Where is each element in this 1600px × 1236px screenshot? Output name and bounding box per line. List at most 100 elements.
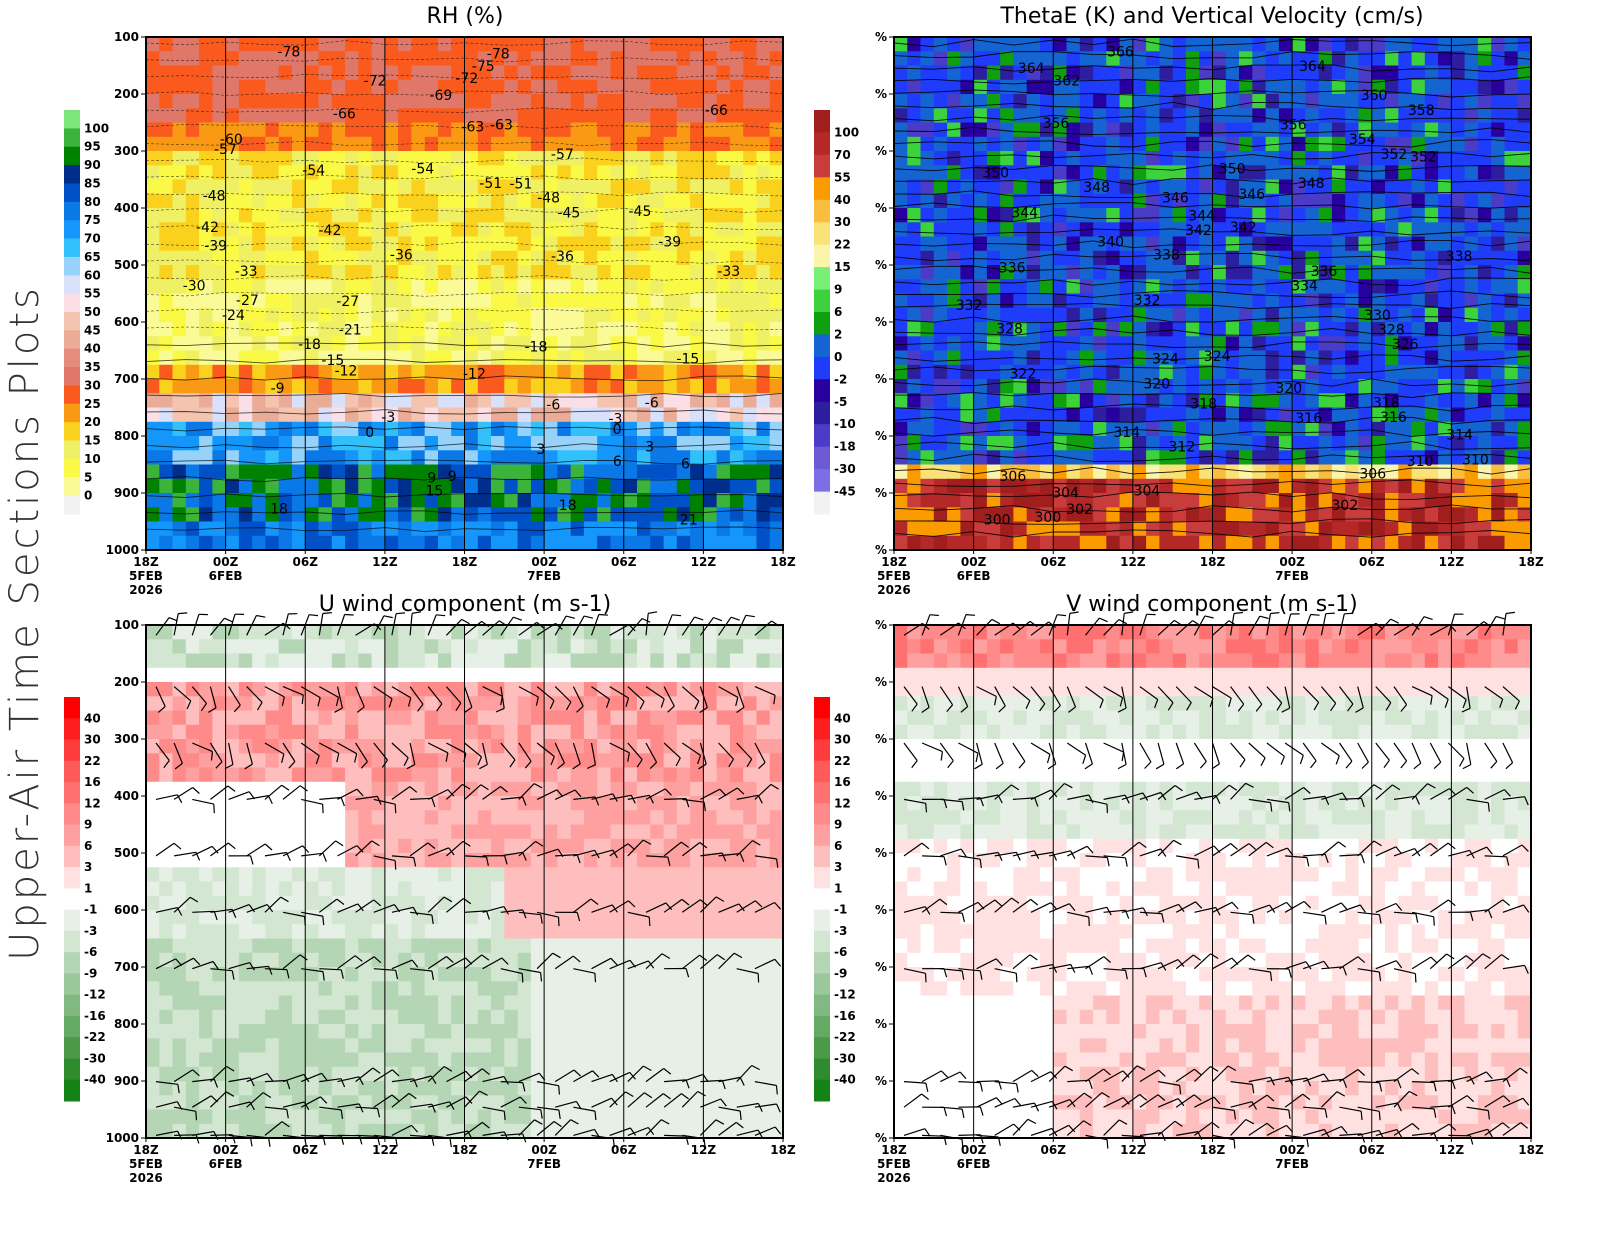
fill-cell (557, 108, 572, 124)
fill-cell (278, 122, 293, 138)
fill-cell (1239, 279, 1253, 295)
fill-cell (544, 810, 558, 826)
contour-label: -69 (429, 88, 452, 104)
fill-cell (570, 464, 585, 480)
fill-cell (424, 507, 439, 523)
contour-label: -78 (487, 47, 510, 63)
fill-cell (530, 165, 545, 181)
fill-cell (986, 450, 1001, 466)
fill-cell (1517, 379, 1532, 394)
fill-cell (451, 179, 466, 195)
fill-cell (384, 507, 399, 523)
fill-cell (1477, 350, 1492, 366)
fill-cell (663, 478, 678, 494)
fill-cell (729, 639, 744, 655)
fill-cell (570, 364, 585, 380)
fill-cell (504, 682, 519, 697)
fill-cell (1318, 208, 1333, 223)
x-date-label: 2026 (877, 583, 910, 597)
fill-cell (960, 336, 975, 352)
fill-cell (225, 108, 240, 124)
fill-cell (1066, 136, 1081, 152)
fill-cell (986, 393, 1001, 409)
fill-cell (305, 450, 320, 466)
fill-cell (384, 265, 399, 280)
fill-cell (1093, 108, 1107, 124)
fill-cell (292, 37, 306, 52)
fill-cell (973, 79, 988, 95)
fill-cell (212, 393, 227, 409)
fill-cell (438, 37, 452, 52)
fill-cell (570, 810, 585, 826)
fill-cell (933, 179, 948, 195)
fill-cell (225, 739, 240, 754)
fill-cell (292, 350, 306, 366)
fill-cell (225, 952, 240, 968)
fill-cell (716, 151, 731, 166)
fill-cell (504, 810, 519, 826)
fill-cell (477, 724, 492, 740)
fill-cell (650, 853, 665, 868)
fill-cell (477, 853, 492, 868)
fill-cell (544, 535, 558, 551)
fill-cell (637, 767, 651, 783)
fill-cell (172, 838, 187, 854)
fill-cell (1278, 421, 1293, 437)
fill-cell (265, 151, 280, 166)
fill-cell (623, 165, 638, 181)
fill-cell (1172, 322, 1187, 337)
fill-cell (411, 293, 426, 309)
fill-cell (358, 236, 373, 252)
fill-cell (947, 379, 961, 394)
fill-cell (557, 407, 572, 423)
fill-cell (1517, 293, 1532, 309)
y-tick-label: % (875, 144, 887, 158)
fill-cell (530, 521, 545, 537)
contour-label: 6 (681, 456, 690, 472)
fill-cell (491, 710, 505, 726)
fill-cell (729, 407, 744, 423)
panel-rh: RH (%)-78 -78-75-72 -72-69-66-66-63-63-60-… (64, 4, 796, 597)
fill-cell (464, 739, 479, 754)
fill-cell (1132, 51, 1147, 67)
fill-cell (756, 781, 771, 797)
fill-cell (716, 51, 731, 67)
fill-cell (424, 767, 439, 783)
fill-cell (623, 464, 638, 480)
fill-cell (185, 535, 200, 551)
fill-cell (491, 293, 505, 309)
fill-cell (1477, 108, 1492, 124)
fill-cell (1199, 79, 1214, 95)
fill-cell (570, 710, 585, 726)
fill-cell (451, 193, 466, 209)
fill-cell (756, 364, 771, 380)
fill-cell (756, 535, 771, 551)
colorbar-label: -10 (834, 417, 856, 431)
fill-cell (384, 924, 399, 940)
fill-cell (1040, 250, 1054, 266)
fill-cell (1239, 521, 1253, 537)
fill-cell (1093, 265, 1107, 280)
fill-cell (305, 336, 320, 352)
fill-cell (1411, 179, 1426, 195)
fill-cell (743, 952, 758, 968)
fill-cell (331, 379, 346, 394)
fill-cell (292, 838, 306, 854)
contour-label: -51 (510, 177, 533, 193)
fill-cell (1013, 136, 1028, 152)
fill-cell (318, 450, 333, 466)
fill-cell (438, 724, 452, 740)
fill-cell (544, 881, 558, 897)
fill-cell (199, 810, 213, 826)
fill-cell (894, 136, 908, 152)
fill-cell (557, 165, 572, 181)
fill-cell (384, 379, 399, 394)
fill-cell (920, 236, 935, 252)
fill-cell (345, 521, 359, 537)
fill-cell (146, 521, 160, 537)
fill-cell (491, 938, 505, 954)
fill-cell (743, 867, 758, 883)
fill-cell (384, 521, 399, 537)
fill-cell (676, 65, 691, 81)
fill-cell (703, 65, 718, 81)
